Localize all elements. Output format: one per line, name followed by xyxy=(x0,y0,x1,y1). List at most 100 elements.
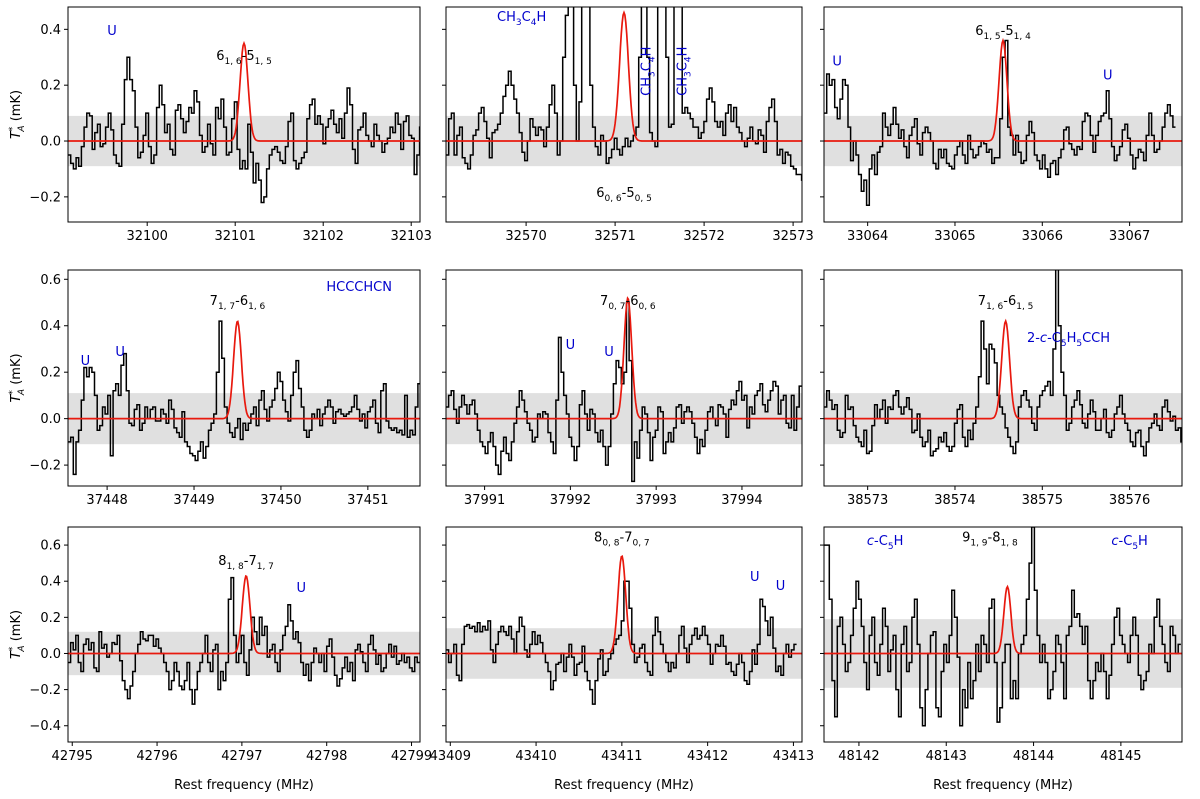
molecule-label: CH3C4H xyxy=(640,47,658,96)
y-tick-label: 0.6 xyxy=(40,539,61,554)
line-label: U xyxy=(750,570,760,585)
y-tick-label: −0.2 xyxy=(29,190,61,205)
x-tick-label: 48142 xyxy=(838,749,879,764)
x-tick-label: 37992 xyxy=(550,493,591,508)
y-tick-label: 0.2 xyxy=(40,611,61,626)
transition-label: 61, 5-51, 4 xyxy=(975,24,1031,42)
x-tick-label: 37993 xyxy=(635,493,676,508)
model-line xyxy=(824,584,1182,655)
model-line xyxy=(68,320,420,420)
x-tick-label: 42797 xyxy=(221,749,262,764)
observed-spectrum xyxy=(446,301,802,483)
x-tick-label: 42799 xyxy=(391,749,432,764)
y-tick-label: 0.4 xyxy=(40,575,61,590)
y-axis-label: T*A (mK) xyxy=(8,353,27,402)
x-tick-label: 42798 xyxy=(306,749,347,764)
model-line xyxy=(68,574,420,655)
transition-label: 81, 8-71, 7 xyxy=(218,554,274,572)
y-tick-label: 0.0 xyxy=(40,647,61,662)
x-tick-label: 38573 xyxy=(847,493,888,508)
model-line xyxy=(824,318,1182,420)
transition-label: 91, 9-81, 8 xyxy=(962,530,1018,548)
x-tick-label: 33065 xyxy=(934,229,975,244)
model-line xyxy=(68,40,420,142)
y-tick-label: −0.2 xyxy=(29,459,61,474)
observed-spectrum xyxy=(824,39,1176,206)
line-label: U xyxy=(81,354,91,369)
observed-spectrum xyxy=(446,7,802,181)
transition-label: 61, 6-51, 5 xyxy=(216,49,272,67)
model-line xyxy=(446,554,802,655)
panel-frame xyxy=(823,6,1183,223)
x-tick-label: 43410 xyxy=(515,749,556,764)
panel-frame xyxy=(823,526,1183,743)
y-tick-label: −0.4 xyxy=(29,719,61,734)
x-tick-label: 43413 xyxy=(773,749,814,764)
transition-label: 70, 7-60, 6 xyxy=(600,294,656,312)
line-label: U xyxy=(832,55,842,70)
panel-frame xyxy=(67,526,421,743)
y-axis-label: T*A (mK) xyxy=(8,610,27,659)
x-tick-label: 32571 xyxy=(594,229,635,244)
line-label: U xyxy=(604,345,614,360)
x-axis-label: Rest frequency (MHz) xyxy=(933,778,1073,793)
x-tick-label: 37991 xyxy=(464,493,505,508)
model-line xyxy=(446,10,802,142)
molecule-label: c-C5H xyxy=(867,534,903,552)
x-tick-label: 38574 xyxy=(934,493,975,508)
y-tick-label: −0.2 xyxy=(29,683,61,698)
y-tick-label: 0.4 xyxy=(40,23,61,38)
molecule-label: 2-c-C5H5CCH xyxy=(1027,331,1110,349)
x-tick-label: 33067 xyxy=(1109,229,1150,244)
observed-spectrum xyxy=(68,320,420,476)
panel-frame xyxy=(445,526,803,743)
panel-frame xyxy=(445,269,803,487)
line-label: HCCCHCN xyxy=(326,280,392,295)
x-tick-label: 38576 xyxy=(1109,493,1150,508)
line-label: U xyxy=(1103,69,1113,84)
spectrum-panel-9: 48142 48143 48144 48145 Rest frequency (MHz)… xyxy=(820,526,1183,793)
x-tick-label: 43409 xyxy=(430,749,471,764)
observed-spectrum xyxy=(68,576,420,705)
panel-frame xyxy=(445,6,803,223)
x-tick-label: 42796 xyxy=(136,749,177,764)
molecule-label: CH3C4H xyxy=(497,10,546,28)
x-tick-label: 33066 xyxy=(1022,229,1063,244)
panel-frame xyxy=(67,269,421,487)
x-tick-label: 32573 xyxy=(772,229,813,244)
spectrum-panel-7: 42795 42796 42797 42798 42799 −0.4 −0.2 0.0 0.2 0… xyxy=(8,526,432,793)
x-tick-label: 32570 xyxy=(505,229,546,244)
y-tick-label: 0.2 xyxy=(40,366,61,381)
line-label: U xyxy=(296,581,306,596)
line-label: U xyxy=(115,345,125,360)
y-axis-label: T*A (mK) xyxy=(8,90,27,139)
model-line xyxy=(824,37,1182,142)
x-tick-label: 48144 xyxy=(1013,749,1054,764)
spectrum-panel-8: 43409 43410 43411 43412 43413 Rest frequency … xyxy=(430,526,814,793)
x-axis-label: Rest frequency (MHz) xyxy=(554,778,694,793)
transition-label: 60, 6-50, 5 xyxy=(596,186,652,204)
spectrum-panel-5: 37991 37992 37993 37994 U U 70, 7-60, 6 xyxy=(442,269,803,508)
x-axis-label: Rest frequency (MHz) xyxy=(174,778,314,793)
y-tick-label: 0.0 xyxy=(40,135,61,150)
x-tick-label: 32103 xyxy=(391,229,432,244)
x-tick-label: 42795 xyxy=(52,749,93,764)
x-tick-label: 48145 xyxy=(1100,749,1141,764)
observed-spectrum xyxy=(446,580,797,705)
x-tick-label: 38575 xyxy=(1022,493,1063,508)
x-tick-label: 37994 xyxy=(721,493,762,508)
spectrum-panel-1: 32100 32101 32102 32103 −0.2 0.0 0.2 0.4 T*A (mK… xyxy=(8,6,432,244)
panel-frame xyxy=(823,269,1183,487)
observed-spectrum xyxy=(824,527,1181,727)
model-line xyxy=(446,296,802,420)
transition-label: 71, 6-61, 5 xyxy=(978,294,1034,312)
spectrum-panel-2: 32570 32571 32572 32573 CH3C4H CH3C4H CH3C4H 60… xyxy=(442,6,814,244)
molecule-label: CH3C4H xyxy=(675,47,693,96)
observed-spectrum xyxy=(68,56,420,204)
x-tick-label: 37450 xyxy=(260,493,301,508)
spectrum-panel-4: 37448 37449 37450 37451 −0.2 0.0 0.2 0.4 0.6 T*A … xyxy=(8,269,421,508)
y-tick-label: 0.2 xyxy=(40,79,61,94)
x-tick-label: 33064 xyxy=(847,229,888,244)
panel-frame xyxy=(67,6,421,223)
